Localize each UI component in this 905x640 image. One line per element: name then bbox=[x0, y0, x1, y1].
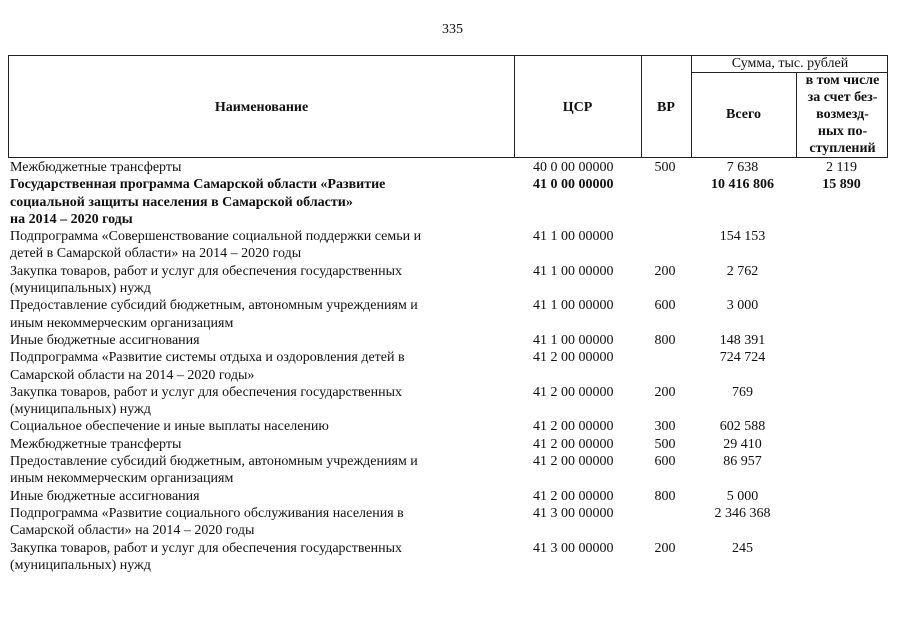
row-name: Подпрограмма «Развитие социального обслу… bbox=[10, 505, 404, 539]
row-vr: 500 bbox=[654, 160, 676, 175]
header-csr: ЦСР bbox=[562, 100, 593, 115]
row-name: Закупка товаров, работ и услуг для обесп… bbox=[10, 263, 403, 297]
row-name: Закупка товаров, работ и услуг для обесп… bbox=[10, 384, 403, 418]
row-name: Социальное обеспечение и иные выплаты на… bbox=[10, 419, 329, 435]
row-vr: 800 bbox=[654, 332, 676, 348]
row-total: 602 588 bbox=[719, 419, 766, 435]
table-row: Подпрограмма «Совершенствование социальн… bbox=[8, 228, 888, 263]
table-row: Закупка товаров, работ и услуг для обесп… bbox=[8, 540, 888, 575]
column-divider bbox=[641, 56, 642, 157]
row-name: Иные бюджетные ассигнования bbox=[10, 488, 200, 504]
row-name: Подпрограмма «Совершенствование социальн… bbox=[10, 229, 422, 262]
table-row: Межбюджетные трансферты 40 0 00 00000 500 7… bbox=[8, 159, 888, 176]
row-vr: 300 bbox=[654, 419, 676, 435]
row-vr: 200 bbox=[654, 263, 676, 279]
row-csr: 41 2 00 00000 bbox=[533, 350, 614, 366]
header-free: в том числе за счет без- возмезд- ных по… bbox=[805, 73, 880, 156]
row-total: 29 410 bbox=[723, 436, 762, 452]
row-total: 86 957 bbox=[723, 454, 762, 470]
row-name: Предоставление субсидий бюджетным, автон… bbox=[10, 298, 418, 331]
header-vr: ВР bbox=[657, 100, 675, 115]
row-csr: 41 1 00 00000 bbox=[533, 332, 614, 348]
row-total: 2 346 368 bbox=[714, 505, 771, 521]
row-csr: 41 1 00 00000 bbox=[533, 229, 614, 245]
row-total: 2 762 bbox=[726, 263, 759, 279]
row-divider bbox=[691, 72, 887, 73]
table-body: Межбюджетные трансферты 40 0 00 00000 500 7… bbox=[8, 159, 888, 574]
row-total: 10 416 806 bbox=[711, 177, 774, 193]
row-name: Предоставление субсидий бюджетным, автон… bbox=[10, 454, 418, 487]
row-vr: 600 bbox=[654, 454, 676, 470]
row-vr: 200 bbox=[654, 540, 676, 556]
row-name: Иные бюджетные ассигнования bbox=[10, 332, 200, 348]
row-name: Межбюджетные трансферты bbox=[10, 436, 182, 452]
row-csr: 41 0 00 00000 bbox=[533, 177, 614, 193]
row-csr: 41 1 00 00000 bbox=[533, 263, 614, 279]
table-row: Подпрограмма «Развитие социального обслу… bbox=[8, 505, 888, 540]
row-vr: 500 bbox=[654, 436, 676, 452]
column-divider bbox=[691, 56, 692, 157]
row-total: 5 000 bbox=[726, 488, 759, 504]
table-row: Предоставление субсидий бюджетным, автон… bbox=[8, 297, 888, 332]
table-row: Социальное обеспечение и иные выплаты на… bbox=[8, 418, 888, 435]
row-free: 2 119 bbox=[826, 160, 857, 175]
row-total: 3 000 bbox=[726, 298, 759, 314]
row-total: 7 638 bbox=[726, 160, 759, 175]
row-csr: 41 3 00 00000 bbox=[533, 540, 614, 556]
table-row: Иные бюджетные ассигнования 41 2 00 00000… bbox=[8, 488, 888, 505]
row-free: 15 890 bbox=[822, 177, 861, 193]
row-total: 769 bbox=[732, 384, 753, 400]
table-row: Предоставление субсидий бюджетным, автон… bbox=[8, 453, 888, 488]
table-header: Наименование ЦСР ВР Сумма, тыс. рублей В… bbox=[8, 55, 888, 158]
row-csr: 41 2 00 00000 bbox=[533, 436, 614, 452]
row-csr: 40 0 00 00000 bbox=[533, 160, 614, 175]
page-number: 335 bbox=[442, 22, 463, 37]
table-row: Закупка товаров, работ и услуг для обесп… bbox=[8, 263, 888, 298]
row-total: 148 391 bbox=[719, 332, 766, 348]
row-total: 724 724 bbox=[719, 350, 766, 366]
row-total: 154 153 bbox=[719, 229, 766, 245]
row-name: Государственная программа Самарской обла… bbox=[10, 177, 386, 227]
row-csr: 41 2 00 00000 bbox=[533, 419, 614, 435]
table-row: Государственная программа Самарской обла… bbox=[8, 176, 888, 228]
header-sum-group: Сумма, тыс. рублей bbox=[731, 56, 849, 71]
row-name: Подпрограмма «Развитие системы отдыха и … bbox=[10, 350, 405, 383]
table-row: Закупка товаров, работ и услуг для обесп… bbox=[8, 384, 888, 419]
row-vr: 600 bbox=[654, 298, 676, 314]
header-total: Всего bbox=[726, 107, 761, 122]
column-divider bbox=[514, 56, 515, 157]
table-row: Подпрограмма «Развитие системы отдыха и … bbox=[8, 349, 888, 384]
header-name: Наименование bbox=[214, 100, 309, 115]
row-total: 245 bbox=[732, 540, 753, 556]
column-divider bbox=[796, 72, 797, 157]
row-csr: 41 3 00 00000 bbox=[533, 505, 614, 521]
row-csr: 41 1 00 00000 bbox=[533, 298, 614, 314]
row-csr: 41 2 00 00000 bbox=[533, 384, 614, 400]
row-name: Межбюджетные трансферты bbox=[10, 160, 182, 175]
table-row: Межбюджетные трансферты 41 2 00 00000 500 2… bbox=[8, 436, 888, 453]
table-row: Иные бюджетные ассигнования 41 1 00 00000… bbox=[8, 332, 888, 349]
row-name: Закупка товаров, работ и услуг для обесп… bbox=[10, 540, 403, 573]
row-csr: 41 2 00 00000 bbox=[533, 454, 614, 470]
row-csr: 41 2 00 00000 bbox=[533, 488, 614, 504]
row-vr: 200 bbox=[654, 384, 676, 400]
row-vr: 800 bbox=[654, 488, 676, 504]
